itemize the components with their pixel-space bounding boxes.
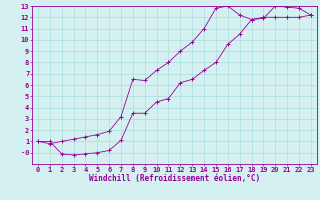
X-axis label: Windchill (Refroidissement éolien,°C): Windchill (Refroidissement éolien,°C): [89, 174, 260, 183]
